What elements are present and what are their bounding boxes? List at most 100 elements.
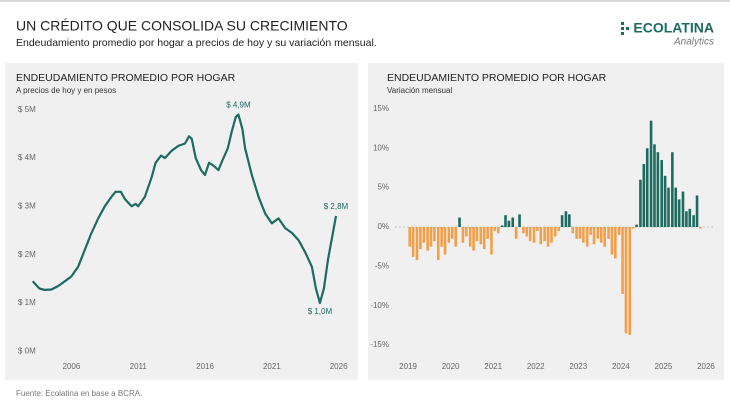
bar [546,227,550,247]
line [31,113,338,305]
bar [671,152,674,227]
bar [685,211,688,227]
bar [429,227,433,247]
source-note: Fuente: Ecolatina en base a BCRA. [16,389,142,398]
x-tick-label: 2024 [612,362,630,371]
bar [617,227,621,235]
chart-subtitle: A precios de hoy y en pesos [16,86,116,95]
bar [653,144,656,227]
y-tick-label: $ 1M [18,298,36,307]
bar [677,199,681,227]
bar [447,227,451,243]
top-rule [0,0,730,2]
bar [443,227,447,255]
bar [692,215,695,227]
bar [440,227,443,247]
bar [667,187,670,227]
bar [486,227,489,239]
bar [539,227,543,245]
bar [479,227,483,245]
logo-dot [621,32,624,35]
bar [450,227,454,239]
bar [433,227,436,242]
bar [426,227,429,251]
bar [575,227,578,239]
y-tick-label: 15% [373,104,389,113]
logo-dot [626,27,629,30]
bar [528,227,532,242]
bar [621,227,624,294]
bar [465,227,468,237]
y-tick-label: $ 0M [18,346,36,355]
x-tick-label: 2025 [655,362,673,371]
bar [631,227,635,229]
logo-subtext: Analytics [673,37,714,48]
annotation: $ 4,9M [226,101,251,110]
x-tick-label: 2020 [442,362,460,371]
bar [493,227,497,231]
y-tick-label: 5% [377,183,389,192]
annotation: $ 2,8M [324,202,349,211]
y-tick-label: $ 5M [18,105,36,114]
bar [500,225,504,227]
bar [461,227,465,243]
bar [504,215,507,227]
y-tick-label: -15% [370,340,389,349]
bar [475,227,479,242]
x-tick-label: 2023 [569,362,587,371]
bar [614,227,617,259]
bar [699,227,702,229]
chart-title: ENDEUDAMIENTO PROMEDIO POR HOGAR [387,72,607,84]
bar [511,217,515,227]
bar [585,227,589,247]
bar [599,227,603,243]
x-tick-label: 2006 [63,362,81,371]
panel [5,63,358,380]
bar [496,227,500,234]
x-tick-label: 2026 [330,362,348,371]
x-tick-label: 2022 [527,362,545,371]
bar [596,227,600,239]
bar [568,214,571,227]
bar [408,227,412,247]
bar [695,195,699,227]
y-tick-label: $ 4M [18,153,36,162]
bar [578,227,582,239]
logo-dot [621,27,624,30]
bar [514,227,518,239]
logo-text: ECOLATINA [633,20,714,36]
bar [589,227,592,235]
y-tick-label: $ 2M [18,250,36,259]
x-tick-label: 2016 [196,362,214,371]
bar [592,227,596,245]
bar [645,148,649,227]
annotation: $ 1,0M [308,307,333,316]
bar [468,227,472,247]
bar [415,227,419,261]
bar [560,215,564,227]
bar [490,227,493,255]
bar [603,227,606,247]
bar [688,208,692,227]
bar [660,160,664,227]
y-tick-label: $ 3M [18,201,36,210]
bar [518,214,521,227]
bar [610,227,614,255]
bar [582,227,585,243]
bar [642,164,646,227]
x-tick-label: 2021 [263,362,281,371]
bar [681,191,685,227]
bar [525,227,529,237]
bar [628,227,632,335]
x-tick-label: 2026 [697,362,715,371]
bar [607,227,610,239]
bar [557,227,561,231]
bar [422,227,426,243]
bar [454,227,457,247]
bar [458,217,461,227]
bar [419,227,422,250]
y-tick-label: 10% [373,143,389,152]
bar [522,227,525,234]
y-tick-label: -10% [370,301,389,310]
